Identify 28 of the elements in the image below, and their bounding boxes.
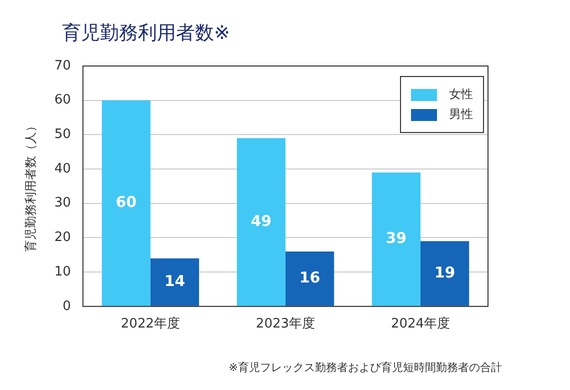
y-axis-title: 育児勤務利用者数（人） (23, 120, 38, 252)
x-tick-label: 2022年度 (120, 316, 180, 332)
y-tick-label: 20 (54, 230, 71, 246)
bar (236, 138, 286, 306)
text: ※育児フレックス勤務者および育児短時間勤務者の合計 (228, 360, 502, 375)
y-tick-label: 70 (54, 58, 71, 74)
bar (285, 251, 334, 306)
y-tick-label: 30 (54, 196, 71, 211)
y-tick-label: 0 (62, 298, 71, 314)
bar (150, 258, 200, 306)
y-tick-label: 10 (54, 264, 71, 280)
data-label: 60 (116, 193, 137, 212)
bar (102, 100, 150, 306)
legend-label: 女性 (449, 86, 473, 103)
data-label: 39 (386, 229, 407, 248)
data-label: 49 (250, 212, 272, 230)
y-tick-label: 40 (54, 161, 71, 176)
y-tick-label: 60 (54, 92, 71, 108)
bar (420, 241, 470, 306)
data-label: 14 (164, 272, 186, 290)
x-tick-label: 2024年度 (390, 316, 450, 332)
legend-label: 男性 (449, 106, 473, 123)
x-tick-label: 2023年度 (256, 316, 316, 332)
bar (372, 172, 420, 306)
y-tick-label: 50 (54, 127, 71, 142)
chart-title: 育児勤務利用者数※ (62, 21, 230, 46)
data-label: 16 (299, 268, 320, 287)
data-label: 19 (434, 263, 456, 282)
